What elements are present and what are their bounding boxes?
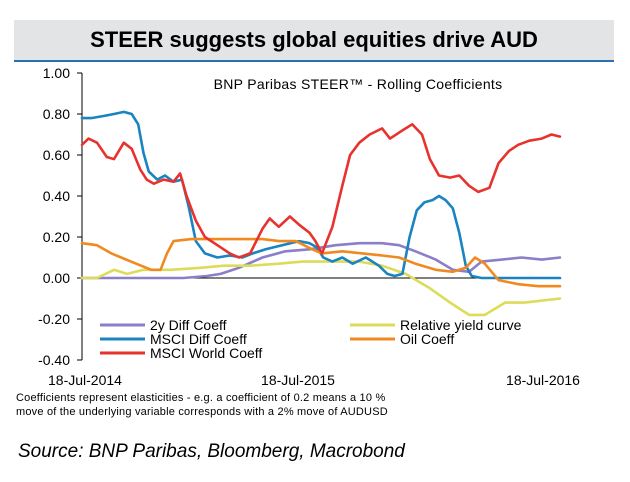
footnote-line-1: Coefficients represent elasticities - e.… (16, 392, 386, 404)
y-tick-label: -0.20 (38, 311, 70, 327)
rolling-coefficients-chart: 1.00 0.80 0.60 0.40 0.20 0.00 -0.20 -0.40 18-Jul… (38, 65, 580, 388)
page-title: STEER suggests global equities drive AUD (90, 27, 538, 52)
legend-label-4: MSCI World Coeff (150, 345, 262, 361)
series-line-oil-coeff (80, 237, 562, 288)
title-band: STEER suggests global equities drive AUD (14, 20, 614, 60)
y-tick-label: -0.40 (38, 352, 70, 368)
legend-label-3: Oil Coeff (400, 331, 454, 347)
x-tick-label: 18-Jul-2015 (261, 372, 335, 388)
footnote-line-2: move of the underlying variable correspo… (16, 406, 388, 418)
legend-label-2: MSCI Diff Coeff (150, 331, 247, 347)
title-rule (14, 60, 614, 62)
source-note: Source: BNP Paribas, Bloomberg, Macrobon… (18, 441, 405, 462)
chart-inner-title: BNP Paribas STEER™ - Rolling Coefficient… (214, 76, 503, 92)
y-tick-label: 0.20 (43, 229, 70, 245)
series-line-relative-yield-curve (80, 260, 562, 317)
y-tick-label: 0.60 (43, 147, 70, 163)
y-tick-label: 0.80 (43, 106, 70, 122)
series-line-msci-world-coeff (80, 123, 562, 259)
series-line-2y-diff-coeff (80, 241, 562, 280)
y-tick-label: 0.00 (43, 270, 70, 286)
legend-label-0: 2y Diff Coeff (150, 317, 227, 333)
legend-label-1: Relative yield curve (400, 317, 522, 333)
x-tick-label: 18-Jul-2016 (506, 372, 580, 388)
series-line-msci-diff-coeff (80, 110, 562, 280)
x-tick-label: 18-Jul-2014 (48, 372, 122, 388)
y-tick-label: 1.00 (43, 65, 70, 81)
y-tick-label: 0.40 (43, 188, 70, 204)
footnote: Coefficients represent elasticities - e.… (16, 391, 616, 419)
